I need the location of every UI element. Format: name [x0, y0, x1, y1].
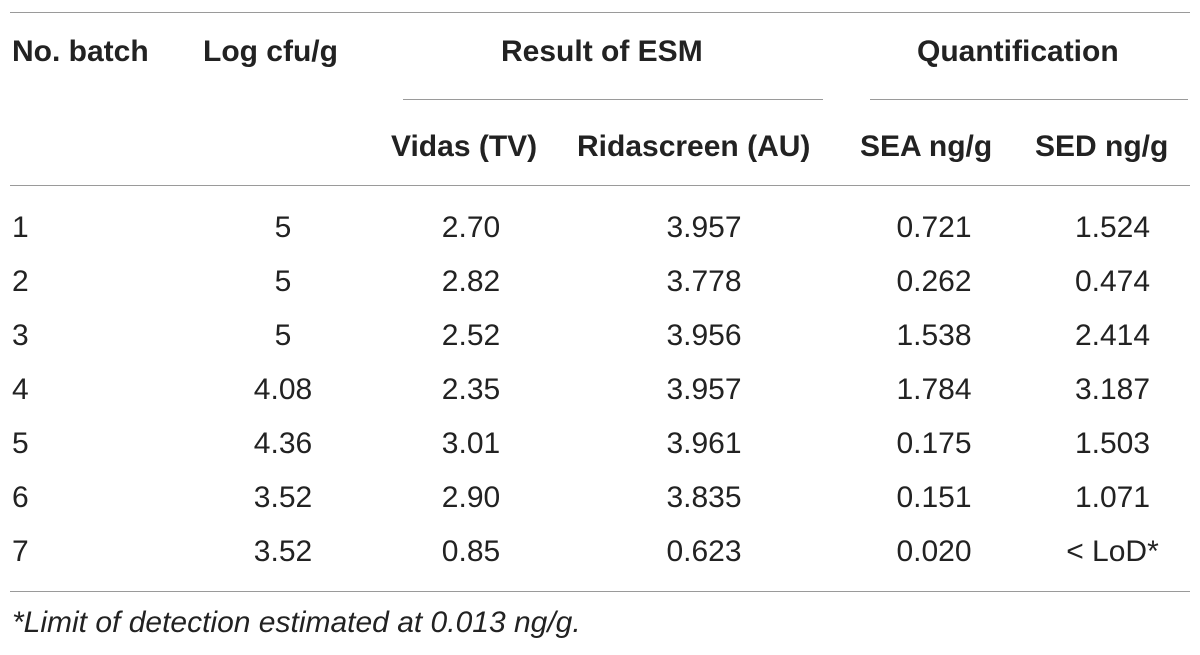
quant-group-rule [870, 99, 1188, 100]
cell-vidas: 0.85 [441, 535, 501, 568]
header-vidas: Vidas (TV) [391, 130, 538, 163]
cell-sed: 1.071 [1074, 481, 1151, 514]
cell-sea: 0.721 [896, 211, 972, 244]
cell-batch: 5 [12, 427, 29, 460]
esm-group-rule [403, 99, 823, 100]
cell-sea: 0.020 [896, 535, 972, 568]
cell-vidas: 2.82 [441, 265, 501, 298]
cell-sea: 0.151 [896, 481, 972, 514]
cell-sed: 2.414 [1074, 319, 1151, 352]
cell-log-cfu: 3.52 [253, 481, 313, 514]
cell-vidas: 3.01 [441, 427, 501, 460]
cell-log-cfu: 5 [274, 319, 292, 352]
cell-sed: 1.503 [1074, 427, 1151, 460]
cell-batch: 4 [12, 373, 29, 406]
cell-batch: 7 [12, 535, 29, 568]
cell-log-cfu: 5 [274, 265, 292, 298]
header-sed: SED ng/g [1035, 130, 1169, 163]
cell-ridascreen: 3.957 [666, 373, 742, 406]
header-rule [10, 185, 1190, 186]
cell-batch: 6 [12, 481, 29, 514]
cell-ridascreen: 3.961 [666, 427, 742, 460]
cell-ridascreen: 3.835 [666, 481, 742, 514]
cell-batch: 3 [12, 319, 29, 352]
cell-sed: 1.524 [1074, 211, 1151, 244]
cell-ridascreen: 3.956 [666, 319, 742, 352]
cell-sea: 1.538 [896, 319, 972, 352]
cell-sea: 0.262 [896, 265, 972, 298]
top-rule [10, 12, 1190, 13]
cell-sed: 3.187 [1074, 373, 1151, 406]
header-quantification: Quantification [917, 35, 1119, 68]
cell-sea: 0.175 [896, 427, 972, 460]
cell-log-cfu: 4.08 [253, 373, 313, 406]
cell-batch: 1 [12, 211, 29, 244]
cell-sea: 1.784 [896, 373, 972, 406]
bottom-rule [10, 591, 1190, 592]
cell-log-cfu: 3.52 [253, 535, 313, 568]
header-log-cfu: Log cfu/g [203, 35, 338, 68]
cell-log-cfu: 4.36 [253, 427, 313, 460]
table-footnote: *Limit of detection estimated at 0.013 n… [12, 606, 581, 639]
cell-batch: 2 [12, 265, 29, 298]
cell-ridascreen: 3.957 [666, 211, 742, 244]
header-ridascreen: Ridascreen (AU) [577, 130, 811, 163]
header-no-batch: No. batch [12, 35, 149, 68]
header-sea: SEA ng/g [860, 130, 993, 163]
cell-vidas: 2.35 [441, 373, 501, 406]
header-result-of-esm: Result of ESM [501, 35, 703, 68]
cell-ridascreen: 3.778 [666, 265, 742, 298]
cell-vidas: 2.52 [441, 319, 501, 352]
cell-ridascreen: 0.623 [666, 535, 742, 568]
cell-vidas: 2.90 [441, 481, 501, 514]
cell-sed: 0.474 [1074, 265, 1151, 298]
cell-log-cfu: 5 [274, 211, 292, 244]
cell-sed: < LoD* [1066, 535, 1159, 568]
cell-vidas: 2.70 [441, 211, 501, 244]
